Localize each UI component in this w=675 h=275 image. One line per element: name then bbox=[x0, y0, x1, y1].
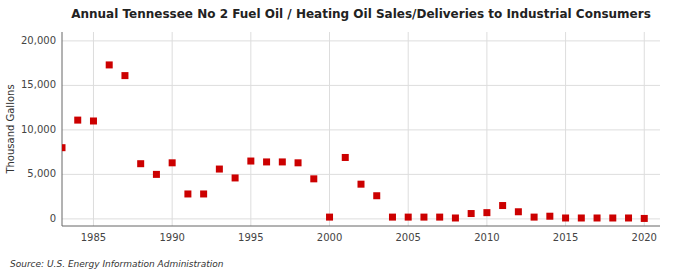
y-tick-label: 15,000 bbox=[21, 79, 56, 90]
point bbox=[358, 181, 365, 188]
point bbox=[232, 174, 239, 181]
point bbox=[200, 190, 207, 197]
point bbox=[499, 202, 506, 209]
point bbox=[405, 214, 412, 221]
point bbox=[184, 190, 191, 197]
point bbox=[342, 154, 349, 161]
source: Source: U.S. Energy Information Administ… bbox=[10, 259, 224, 269]
y-axis-label: Thousand Gallons bbox=[5, 84, 16, 174]
x-tick-label: 1990 bbox=[159, 232, 184, 243]
point bbox=[62, 144, 66, 151]
grid-line-y bbox=[62, 40, 660, 41]
point bbox=[468, 210, 475, 217]
point bbox=[515, 208, 522, 215]
point bbox=[562, 214, 569, 221]
point bbox=[609, 214, 616, 221]
point bbox=[121, 72, 128, 79]
point bbox=[578, 214, 585, 221]
point bbox=[169, 159, 176, 166]
point bbox=[326, 214, 333, 221]
y-tick-label: 20,000 bbox=[21, 35, 56, 46]
grid-line-x bbox=[644, 32, 645, 226]
x-tick-label: 1985 bbox=[81, 232, 106, 243]
point bbox=[295, 159, 302, 166]
y-axis-line bbox=[62, 32, 63, 226]
y-tick-label: 0 bbox=[50, 213, 56, 224]
y-tick-label: 10,000 bbox=[21, 124, 56, 135]
x-tick-label: 2015 bbox=[553, 232, 578, 243]
point bbox=[74, 117, 81, 124]
grid-line-y bbox=[62, 129, 660, 130]
point bbox=[216, 166, 223, 173]
grid-line-x bbox=[565, 32, 566, 226]
point bbox=[531, 214, 538, 221]
point bbox=[546, 213, 553, 220]
grid-line-x bbox=[250, 32, 251, 226]
point bbox=[247, 158, 254, 165]
grid-line-y bbox=[62, 174, 660, 175]
point bbox=[279, 158, 286, 165]
x-tick-label: 2020 bbox=[632, 232, 657, 243]
grid-line-x bbox=[93, 32, 94, 226]
point bbox=[452, 214, 459, 221]
point bbox=[373, 192, 380, 199]
grid-line-x bbox=[329, 32, 330, 226]
x-tick-label: 2005 bbox=[395, 232, 420, 243]
point bbox=[420, 214, 427, 221]
points bbox=[62, 61, 648, 222]
point bbox=[641, 215, 648, 222]
grid-line-y bbox=[62, 218, 660, 219]
point bbox=[106, 61, 113, 68]
x-tick-label: 1995 bbox=[238, 232, 263, 243]
grid-line-x bbox=[172, 32, 173, 226]
chart: 0 5,000 10,000 15,000 20,000 1985 1990 1995 2000… bbox=[0, 0, 675, 275]
grid-line-y bbox=[62, 85, 660, 86]
point bbox=[153, 171, 160, 178]
point bbox=[389, 214, 396, 221]
point bbox=[263, 158, 270, 165]
x-tick-label: 2000 bbox=[317, 232, 342, 243]
grid-line-x bbox=[486, 32, 487, 226]
point bbox=[310, 175, 317, 182]
background bbox=[0, 0, 675, 275]
point bbox=[90, 117, 97, 124]
grid-line-x bbox=[408, 32, 409, 226]
x-axis-line bbox=[62, 226, 660, 227]
point bbox=[436, 214, 443, 221]
point bbox=[483, 209, 490, 216]
point bbox=[625, 214, 632, 221]
x-tick-label: 2010 bbox=[474, 232, 499, 243]
point bbox=[137, 160, 144, 167]
y-tick-label: 5,000 bbox=[27, 168, 56, 179]
point bbox=[594, 214, 601, 221]
title: Annual Tennessee No 2 Fuel Oil / Heating… bbox=[71, 7, 651, 21]
